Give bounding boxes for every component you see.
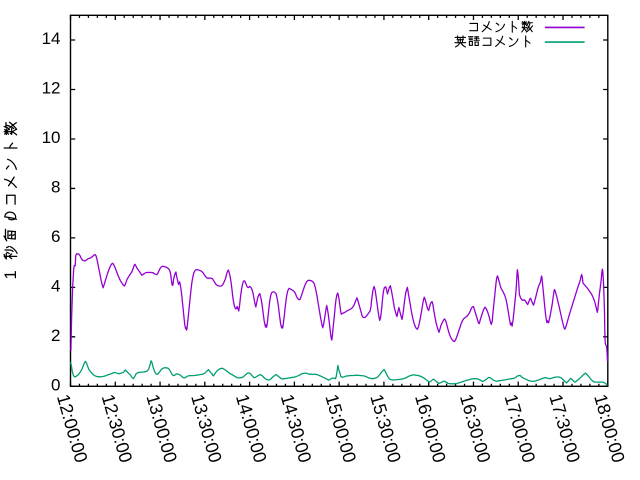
svg-text:14: 14: [42, 29, 61, 48]
svg-text:12: 12: [42, 79, 61, 98]
svg-text:1: 1: [2, 270, 20, 279]
svg-text:10: 10: [42, 128, 61, 147]
svg-text:4: 4: [51, 277, 60, 296]
svg-text:0: 0: [51, 376, 60, 395]
svg-text:2: 2: [51, 326, 60, 345]
svg-text:6: 6: [51, 227, 60, 246]
svg-text:8: 8: [51, 178, 60, 197]
